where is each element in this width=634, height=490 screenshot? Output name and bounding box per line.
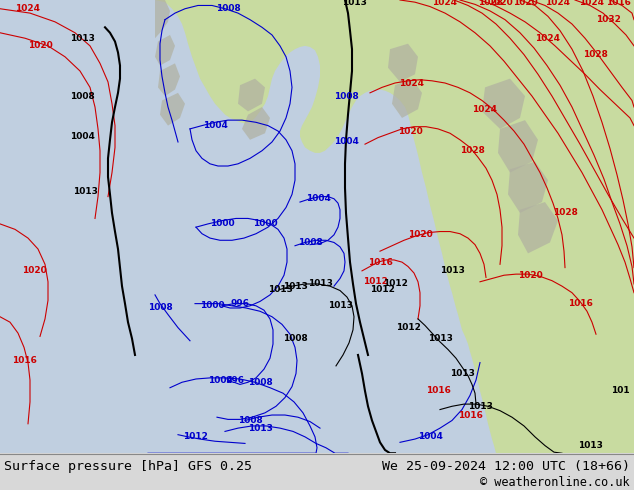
Text: 1028: 1028 <box>477 0 502 7</box>
Text: 1020: 1020 <box>488 0 512 7</box>
Polygon shape <box>158 63 180 96</box>
Text: 1000: 1000 <box>253 220 277 228</box>
Text: 1008: 1008 <box>333 92 358 100</box>
Text: 1004: 1004 <box>333 138 358 147</box>
Text: 1024: 1024 <box>472 105 498 114</box>
Text: 1013: 1013 <box>578 441 602 450</box>
Text: 996: 996 <box>231 299 250 308</box>
Text: 1020: 1020 <box>22 267 47 275</box>
Text: 1013: 1013 <box>268 285 292 294</box>
Text: 1000: 1000 <box>210 220 235 228</box>
Text: 1024: 1024 <box>545 0 571 7</box>
Polygon shape <box>482 78 525 129</box>
Text: 1008: 1008 <box>297 238 322 247</box>
Text: 1016: 1016 <box>425 387 450 395</box>
Text: 1024: 1024 <box>399 78 425 88</box>
Polygon shape <box>242 107 270 140</box>
Text: 1020: 1020 <box>398 126 422 136</box>
Text: 1004: 1004 <box>202 121 228 130</box>
Text: 1008: 1008 <box>248 378 273 387</box>
Text: © weatheronline.co.uk: © weatheronline.co.uk <box>481 476 630 489</box>
Text: 1012: 1012 <box>363 277 387 286</box>
Polygon shape <box>508 162 548 213</box>
Polygon shape <box>498 120 538 172</box>
Text: 1008: 1008 <box>70 92 95 100</box>
Text: 1016: 1016 <box>458 411 482 419</box>
Text: 1013: 1013 <box>328 301 353 310</box>
Text: 1013: 1013 <box>307 279 332 289</box>
Text: We 25-09-2024 12:00 UTC (18+66): We 25-09-2024 12:00 UTC (18+66) <box>382 460 630 473</box>
Polygon shape <box>155 0 634 453</box>
Text: 101: 101 <box>611 387 630 395</box>
Text: 1020: 1020 <box>517 271 542 280</box>
Text: 1016: 1016 <box>567 299 592 308</box>
Polygon shape <box>238 78 265 111</box>
Text: 1020: 1020 <box>513 0 538 7</box>
Polygon shape <box>155 0 170 38</box>
Text: 1020: 1020 <box>28 41 53 50</box>
Text: 1004: 1004 <box>306 194 330 203</box>
Text: 1004: 1004 <box>418 432 443 441</box>
Text: 1013: 1013 <box>247 424 273 433</box>
Text: 1024: 1024 <box>579 0 604 7</box>
Text: 1008: 1008 <box>283 334 307 343</box>
Text: 1012: 1012 <box>370 285 394 294</box>
Text: 1024: 1024 <box>536 34 560 43</box>
Text: 1020: 1020 <box>408 230 432 239</box>
Text: 1013: 1013 <box>427 334 453 343</box>
Text: 1028: 1028 <box>460 146 484 155</box>
Text: 1016: 1016 <box>368 258 392 267</box>
Text: 996: 996 <box>226 375 245 385</box>
Text: 1028: 1028 <box>553 208 578 218</box>
Polygon shape <box>155 35 175 66</box>
Text: 1016: 1016 <box>605 0 630 7</box>
Text: Surface pressure [hPa] GFS 0.25: Surface pressure [hPa] GFS 0.25 <box>4 460 252 473</box>
Text: 1013: 1013 <box>70 34 95 43</box>
Text: 1013: 1013 <box>439 267 465 275</box>
Text: 1024: 1024 <box>15 4 40 13</box>
Text: 1028: 1028 <box>583 50 607 59</box>
Text: 1013: 1013 <box>467 402 493 411</box>
Polygon shape <box>518 202 558 253</box>
Text: 1012: 1012 <box>396 323 420 332</box>
Text: 1013: 1013 <box>73 187 98 196</box>
Text: 1024: 1024 <box>432 0 458 7</box>
Polygon shape <box>160 93 185 125</box>
Text: 1032: 1032 <box>595 15 621 24</box>
Text: 1008: 1008 <box>216 4 240 13</box>
Text: 1008: 1008 <box>148 303 172 313</box>
Text: 1013: 1013 <box>450 369 474 378</box>
Text: 1004: 1004 <box>70 132 95 141</box>
Polygon shape <box>388 44 418 82</box>
Text: 1008: 1008 <box>238 416 262 425</box>
Text: 1012: 1012 <box>183 432 207 441</box>
Text: 1012: 1012 <box>382 279 408 289</box>
Polygon shape <box>392 78 422 118</box>
Text: 1000: 1000 <box>200 301 224 310</box>
Text: 1004: 1004 <box>207 375 233 385</box>
Text: 1013: 1013 <box>283 282 307 291</box>
Text: 1013: 1013 <box>342 0 367 7</box>
Text: 1016: 1016 <box>12 356 37 365</box>
